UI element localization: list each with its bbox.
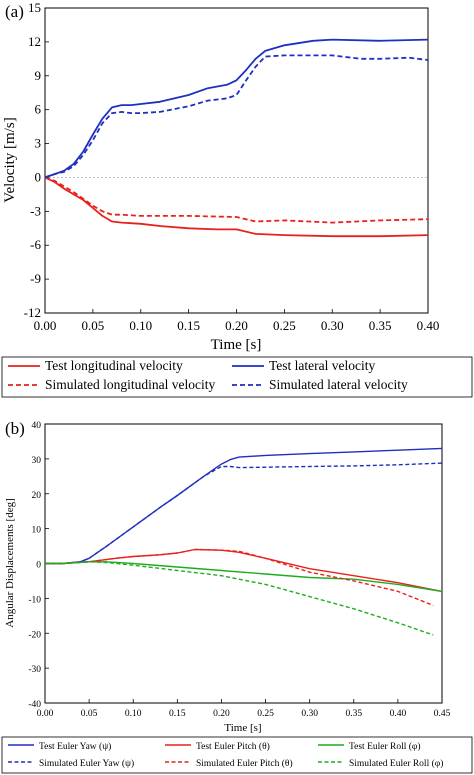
panel-b-x-tick-label: 0.25 — [257, 709, 274, 719]
panel-b-legend-label: Test Euler Yaw (ψ) — [39, 741, 111, 752]
panel-b-series-simulated-euler-pitch — [45, 548, 434, 607]
panel-a-series-simulated-lateral-velocity — [44, 54, 429, 179]
panel-b-series — [45, 447, 443, 636]
panel-b-y-tick-label: 30 — [32, 456, 42, 466]
panel-a-x-tick-label: 0.15 — [177, 318, 200, 333]
panel-b-y-tick-label: 20 — [32, 491, 42, 501]
panel-b-x-tick-label: 0.40 — [390, 709, 407, 719]
panel-b-series-test-euler-pitch — [45, 548, 443, 593]
panel-b-y-tick-label: -10 — [28, 595, 41, 605]
panel-a-legend-label: Simulated lateral velocity — [269, 377, 408, 392]
panel-a-y-axis-label: Velocity [m/s] — [2, 117, 18, 202]
panel-a-y-tick-label: -3 — [30, 203, 41, 218]
panel-b-y-tick-label: -20 — [28, 630, 41, 640]
panel-b-legend: Test Euler Yaw (ψ) Test Euler Pitch (θ) Te… — [8, 741, 443, 769]
panel-a-y-tick-label: 15 — [28, 0, 41, 15]
panel-b-x-tick-label: 0.35 — [345, 709, 362, 719]
panel-a-series-simulated-longitudinal-velocity — [44, 176, 429, 224]
panel-a-y-tick-label: -12 — [24, 305, 41, 320]
panel-a-x-tick-label: 0.35 — [369, 318, 392, 333]
panel-b-x-tick-label: 0.20 — [213, 709, 230, 719]
panel-b-series-simulated-euler-roll — [45, 561, 434, 636]
panel-b-y-tick-label: 10 — [32, 526, 42, 536]
panel-b-y-tick-label: -30 — [28, 665, 41, 675]
panel-b-series-test-euler-roll — [45, 561, 443, 593]
panel-b-y-tick-label: -40 — [28, 700, 41, 710]
panel-a-y-tick-label: 6 — [35, 102, 42, 117]
panel-a-series-test-longitudinal-velocity — [44, 176, 429, 238]
panel-a-x-tick-label: 0.25 — [273, 318, 296, 333]
panel-a: (a) 0.00 0.05 0.10 0.15 0.20 0.25 0.30 0.35 0.40… — [1, 0, 473, 398]
panel-b-x-tick-label: 0.10 — [125, 709, 142, 719]
panel-a-y-tick-label: 9 — [35, 68, 42, 83]
panel-a-x-tick-label: 0.00 — [34, 318, 57, 333]
panel-a-y-tick-label: -9 — [30, 271, 41, 286]
panel-a-legend-label: Simulated longitudinal velocity — [45, 377, 215, 392]
panel-a-x-tick-label: 0.10 — [129, 318, 152, 333]
panel-a-y-tick-label: 0 — [35, 169, 42, 184]
panel-b-y-ticks: -40 -30 -20 -10 0 10 20 30 40 — [28, 421, 49, 710]
panel-b-y-axis-label: Angular Displacements [deg] — [4, 498, 16, 628]
panel-a-plot-frame — [44, 7, 429, 314]
panel-a-x-ticks: 0.00 0.05 0.10 0.15 0.20 0.25 0.30 0.35 0.40 — [34, 309, 440, 333]
panel-b-legend-label: Test Euler Roll (φ) — [349, 741, 421, 752]
panel-b-legend-box — [1, 736, 473, 774]
panel-b-legend-label: Simulated Euler Pitch (θ) — [196, 758, 293, 769]
panel-b-y-tick-label: 0 — [36, 561, 41, 571]
panel-a-x-tick-label: 0.20 — [225, 318, 248, 333]
panel-b-series-simulated-euler-yaw — [45, 462, 443, 565]
panel-b-x-tick-label: 0.45 — [434, 709, 451, 719]
panel-a-series-test-lateral-velocity — [44, 38, 429, 179]
panel-b-x-tick-label: 0.30 — [301, 709, 318, 719]
panel-b-x-tick-label: 0.05 — [81, 709, 98, 719]
panel-b-x-axis-label: Time [s] — [224, 722, 261, 734]
panel-a-legend-box — [1, 356, 473, 398]
panel-a-y-ticks: -12 -9 -6 -3 0 3 6 9 12 15 — [24, 0, 49, 320]
panel-a-x-tick-label: 0.30 — [321, 318, 344, 333]
panel-a-legend-label: Test lateral velocity — [269, 358, 376, 373]
panel-b-x-ticks: 0.00 0.05 0.10 0.15 0.20 0.25 0.30 0.35 0.40 0.45 — [37, 699, 451, 719]
panel-a-x-tick-label: 0.40 — [417, 318, 440, 333]
panel-a-y-tick-label: -6 — [30, 237, 41, 252]
panel-b: (b) 0.00 0.05 0.10 0.15 0.20 0.25 0.30 0.35 0.40… — [1, 419, 473, 774]
panel-b-legend-label: Test Euler Pitch (θ) — [196, 741, 270, 752]
panel-a-y-tick-label: 3 — [35, 136, 42, 151]
panel-b-label: (b) — [5, 419, 25, 438]
panel-a-legend: Test longitudinal velocity Test lateral v… — [8, 358, 408, 392]
panel-a-series — [44, 38, 429, 238]
panel-b-x-tick-label: 0.00 — [37, 709, 54, 719]
panel-a-label: (a) — [5, 2, 24, 21]
panel-a-x-axis-label: Time [s] — [211, 337, 262, 353]
panel-a-legend-label: Test longitudinal velocity — [45, 358, 183, 373]
panel-b-x-tick-label: 0.15 — [169, 709, 186, 719]
panel-b-legend-label: Simulated Euler Yaw (ψ) — [39, 758, 134, 769]
panel-a-x-tick-label: 0.05 — [82, 318, 105, 333]
panel-b-legend-label: Simulated Euler Roll (φ) — [349, 758, 443, 769]
panel-a-y-tick-label: 12 — [28, 34, 41, 49]
panel-b-y-tick-label: 40 — [32, 421, 42, 431]
